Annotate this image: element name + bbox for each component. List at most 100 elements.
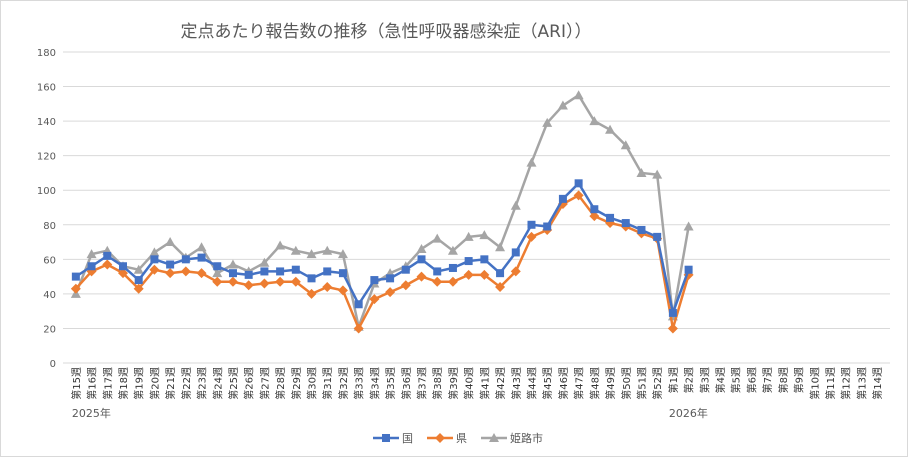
data-point bbox=[416, 271, 427, 282]
data-point bbox=[652, 169, 663, 179]
data-point bbox=[590, 205, 599, 214]
chart-title: 定点あたり報告数の推移（急性呼吸器感染症（ARI）） bbox=[181, 22, 592, 42]
data-point bbox=[432, 233, 443, 243]
data-point bbox=[653, 232, 662, 241]
x-tick-label: 第15週 bbox=[70, 367, 83, 400]
data-point bbox=[165, 237, 176, 247]
data-point bbox=[479, 230, 490, 240]
data-point bbox=[196, 242, 207, 252]
data-point bbox=[322, 281, 333, 292]
data-point bbox=[448, 263, 457, 272]
legend-item: 県 bbox=[427, 432, 467, 445]
data-point bbox=[71, 272, 80, 281]
data-point bbox=[435, 433, 445, 443]
data-point bbox=[259, 257, 270, 267]
data-point bbox=[447, 245, 458, 255]
data-point bbox=[290, 276, 301, 287]
x-tick-label: 第3週 bbox=[698, 367, 711, 393]
data-point bbox=[400, 280, 411, 291]
series-group bbox=[70, 90, 694, 334]
data-point bbox=[447, 276, 458, 287]
x-tick-label: 第17週 bbox=[101, 367, 114, 400]
data-point bbox=[637, 225, 646, 234]
data-point bbox=[102, 259, 113, 270]
data-point bbox=[213, 262, 222, 271]
x-tick-label: 第32週 bbox=[337, 367, 350, 400]
data-point bbox=[526, 231, 537, 242]
data-point bbox=[134, 276, 143, 285]
x-tick-label: 第24週 bbox=[211, 367, 224, 400]
data-point bbox=[557, 100, 568, 110]
x-tick-label: 第29週 bbox=[290, 367, 303, 400]
data-point bbox=[196, 268, 207, 279]
data-point bbox=[354, 300, 363, 309]
data-point bbox=[526, 157, 537, 167]
data-point bbox=[574, 179, 583, 188]
data-point bbox=[589, 116, 600, 126]
y-tick-label: 40 bbox=[43, 290, 56, 301]
data-point bbox=[117, 268, 128, 279]
data-point bbox=[606, 213, 615, 222]
data-point bbox=[149, 247, 160, 257]
x-tick-label: 第28週 bbox=[274, 367, 287, 400]
gridlines bbox=[63, 51, 890, 329]
data-point bbox=[290, 245, 301, 255]
y-tick-label: 140 bbox=[37, 117, 56, 128]
data-point bbox=[573, 90, 584, 100]
data-point bbox=[337, 285, 348, 296]
data-point bbox=[337, 249, 348, 259]
y-tick-label: 20 bbox=[43, 324, 56, 335]
legend-label: 国 bbox=[402, 432, 413, 445]
x-tick-label: 第48週 bbox=[588, 367, 601, 400]
x-tick-label: 第16週 bbox=[86, 367, 99, 400]
x-tick-label: 第34週 bbox=[368, 367, 381, 400]
data-point bbox=[636, 167, 647, 177]
x-tick-label: 第8週 bbox=[777, 367, 790, 393]
data-point bbox=[620, 140, 631, 150]
data-point bbox=[558, 194, 567, 203]
data-point bbox=[338, 269, 347, 278]
data-point bbox=[306, 288, 317, 299]
legend-item: 姫路市 bbox=[481, 431, 543, 445]
data-point bbox=[495, 242, 506, 252]
data-point bbox=[542, 117, 553, 127]
data-point bbox=[589, 211, 600, 222]
data-point bbox=[463, 269, 474, 280]
x-tick-label: 第47週 bbox=[573, 367, 586, 400]
y-tick-label: 60 bbox=[43, 255, 56, 266]
x-tick-label: 第33週 bbox=[353, 367, 366, 400]
data-point bbox=[667, 323, 678, 334]
x-axis: 第15週 第16週 第17週 第18週 第19週 第20週 第21週 第22週 第23週 第24週… bbox=[63, 362, 890, 420]
y-tick-label: 100 bbox=[37, 186, 56, 197]
x-tick-label: 第30週 bbox=[306, 367, 319, 400]
x-tick-label: 第13週 bbox=[855, 367, 868, 400]
x-tick-label: 第4週 bbox=[714, 367, 727, 393]
x-tick-label: 第14週 bbox=[871, 367, 884, 400]
x-tick-label: 第12週 bbox=[840, 367, 853, 400]
data-point bbox=[621, 219, 630, 228]
data-point bbox=[527, 220, 536, 229]
x-tick-label: 第18週 bbox=[117, 367, 130, 400]
data-point bbox=[495, 281, 506, 292]
series-line bbox=[75, 182, 690, 315]
data-point bbox=[180, 266, 191, 277]
data-point bbox=[149, 264, 160, 275]
y-tick-label: 180 bbox=[37, 48, 56, 59]
data-point bbox=[118, 262, 127, 271]
data-point bbox=[291, 265, 300, 274]
data-point bbox=[133, 283, 144, 294]
data-point bbox=[166, 260, 175, 269]
data-point bbox=[323, 267, 332, 276]
data-point bbox=[212, 276, 223, 287]
data-point bbox=[276, 267, 285, 276]
data-point bbox=[605, 124, 616, 134]
data-point bbox=[275, 240, 286, 250]
data-point bbox=[433, 267, 442, 276]
legend-label: 県 bbox=[456, 432, 467, 445]
data-point bbox=[511, 248, 520, 257]
x-tick-label: 第2週 bbox=[683, 367, 696, 393]
data-point bbox=[510, 266, 521, 277]
data-point bbox=[70, 283, 81, 294]
data-point bbox=[416, 243, 427, 253]
